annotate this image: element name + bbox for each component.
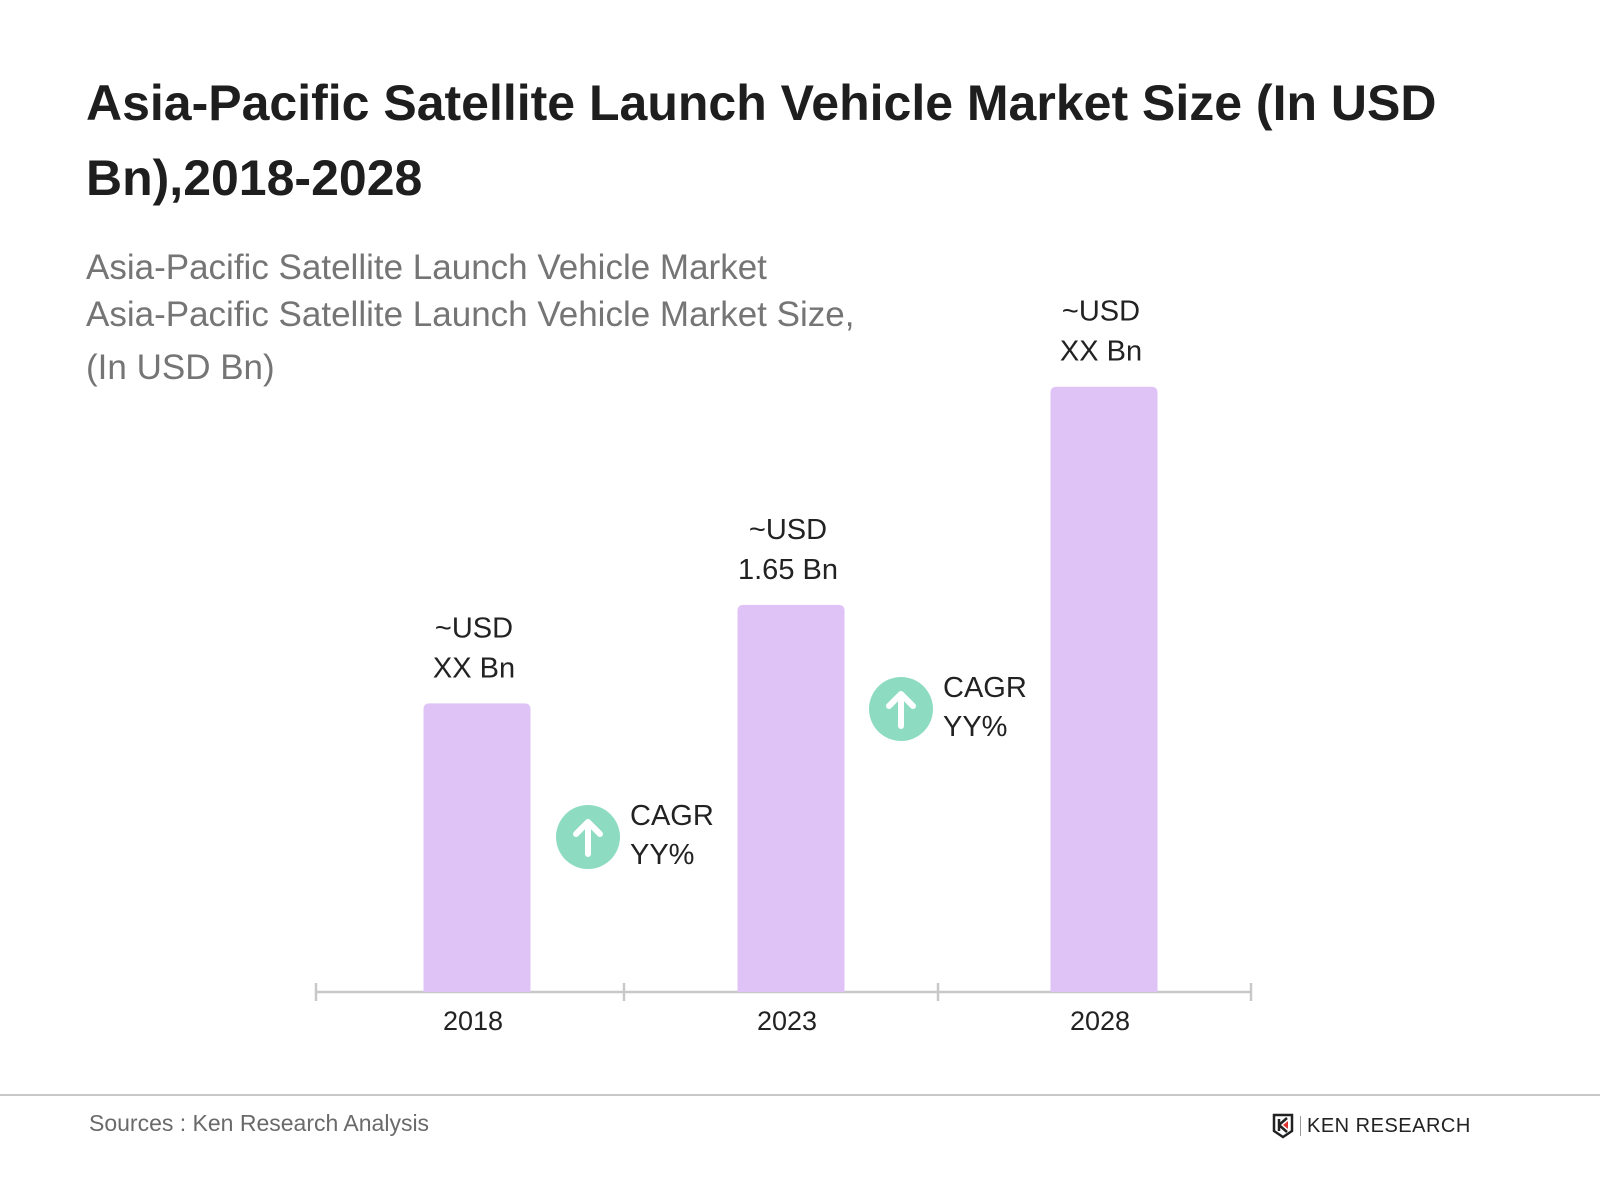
- chart-subtitle-line-3: (In USD Bn): [86, 348, 275, 387]
- cagr-value: YY%: [943, 711, 1007, 743]
- cagr-label: CAGR: [630, 800, 714, 832]
- x-tick-label-2028: 2028: [1070, 1006, 1130, 1036]
- x-tick-label-2018: 2018: [443, 1006, 503, 1036]
- data-label-2023-line-2: 1.65 Bn: [738, 554, 838, 586]
- cagr-label: CAGR: [943, 672, 1027, 704]
- chart-subtitle-line-2: Asia-Pacific Satellite Launch Vehicle Ma…: [86, 295, 855, 334]
- chart-title: Asia-Pacific Satellite Launch Vehicle Ma…: [86, 75, 1437, 206]
- bar-2023: [737, 604, 845, 992]
- source-note: Sources : Ken Research Analysis: [89, 1110, 430, 1136]
- x-tick-label-2023: 2023: [757, 1006, 817, 1036]
- logo-text: KEN RESEARCH: [1307, 1114, 1471, 1137]
- data-label-2028-line-2: XX Bn: [1060, 336, 1142, 368]
- footer-divider: [0, 1094, 1600, 1096]
- data-label-2018-line-2: XX Bn: [433, 652, 515, 684]
- ken-research-logo: KEN RESEARCH: [1272, 1113, 1471, 1139]
- data-label-2018-line-1: ~USD: [435, 612, 513, 644]
- arrow-up-icon: [886, 691, 916, 729]
- chart-subtitle-line-1: Asia-Pacific Satellite Launch Vehicle Ma…: [86, 248, 767, 287]
- bar-2028: [1050, 386, 1158, 992]
- arrow-up-icon: [573, 819, 603, 857]
- ken-research-shield-icon: [1272, 1113, 1294, 1139]
- data-label-2023-line-1: ~USD: [749, 514, 827, 546]
- bar-chart: 2018 ~USD XX Bn 2023 ~USD 1.65 Bn 2028 ~USD XX B…: [314, 296, 1253, 1036]
- cagr-value: YY%: [630, 839, 694, 871]
- bar-2018: [423, 703, 531, 992]
- logo-divider: [1300, 1116, 1301, 1136]
- data-label-2028-line-1: ~USD: [1062, 296, 1140, 328]
